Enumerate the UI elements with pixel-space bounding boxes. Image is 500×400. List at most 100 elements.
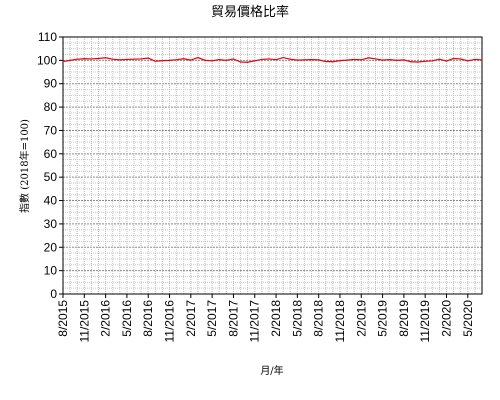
data-point [62, 60, 64, 63]
x-axis-ticks: 8/2015 11/2015 2/2016 5/2016 8/2016 11/2016 2/… [56, 294, 475, 343]
x-axis-title: 月/年 [260, 364, 283, 377]
data-point [183, 58, 185, 60]
data-point [467, 60, 469, 62]
data-point [289, 58, 291, 60]
y-tick-label: 110 [38, 30, 57, 44]
data-point [211, 60, 213, 62]
y-tick-label: 20 [44, 240, 58, 254]
data-point [389, 59, 391, 61]
data-point [353, 58, 355, 61]
data-point [481, 59, 483, 61]
data-point [452, 57, 455, 60]
x-tick-label: 5/2018 [290, 300, 304, 337]
x-tick-label: 5/2020 [461, 300, 475, 337]
data-point [403, 59, 405, 61]
y-axis-ticks: 0 10 20 30 40 50 60 70 80 90 100 110 [37, 30, 63, 301]
data-point [133, 58, 135, 60]
y-tick-label: 0 [50, 287, 57, 301]
x-tick-label: 2/2020 [439, 300, 453, 337]
data-point [318, 59, 320, 61]
data-point [204, 59, 206, 61]
data-point [140, 58, 142, 60]
data-point [325, 60, 327, 63]
y-axis-title: 指數 (2018年=100) [18, 119, 31, 213]
data-point [296, 59, 298, 61]
x-tick-label: 5/2017 [205, 300, 219, 337]
x-tick-label: 8/2018 [312, 300, 326, 337]
y-tick-label: 70 [44, 123, 58, 137]
data-point [97, 57, 100, 60]
data-point [332, 61, 334, 63]
data-point [112, 58, 114, 60]
y-tick-label: 80 [44, 100, 58, 114]
x-tick-label: 8/2017 [226, 300, 240, 337]
data-point [460, 58, 462, 60]
data-point [90, 58, 93, 60]
y-tick-label: 90 [44, 77, 58, 91]
y-tick-label: 100 [37, 53, 57, 67]
data-point [76, 58, 78, 60]
x-tick-label: 2/2019 [354, 300, 368, 337]
data-point [69, 59, 71, 61]
x-tick-label: 2/2016 [99, 300, 113, 337]
data-point [126, 58, 128, 61]
x-tick-label: 2/2017 [184, 300, 198, 337]
data-point [396, 59, 398, 61]
x-tick-label: 8/2019 [397, 300, 411, 337]
grid-lines [62, 36, 483, 295]
data-point [197, 56, 199, 59]
data-point [232, 58, 235, 60]
x-tick-label: 11/2019 [418, 300, 432, 343]
x-tick-label: 8/2015 [56, 300, 70, 337]
x-tick-label: 5/2016 [120, 300, 134, 337]
data-point [247, 61, 249, 63]
y-tick-label: 30 [44, 217, 58, 231]
data-point [282, 56, 284, 59]
data-point [310, 59, 313, 61]
x-tick-label: 11/2016 [163, 300, 177, 343]
data-point [154, 60, 156, 62]
data-point [367, 57, 369, 59]
data-point [268, 58, 270, 60]
data-point [346, 59, 348, 61]
chart-title: 貿易價格比率 [211, 4, 289, 20]
data-point [225, 59, 227, 61]
data-point [254, 60, 256, 62]
data-point [438, 58, 440, 60]
data-point [424, 60, 426, 62]
data-point [261, 58, 263, 61]
data-point [83, 58, 85, 60]
x-tick-label: 8/2016 [141, 300, 155, 337]
y-tick-label: 60 [44, 147, 58, 161]
series-group [62, 56, 483, 63]
x-tick-label: 11/2015 [77, 300, 91, 343]
x-tick-label: 11/2018 [333, 300, 347, 343]
data-point [119, 59, 121, 61]
data-point [147, 57, 149, 59]
y-tick-label: 10 [44, 264, 58, 278]
data-point [161, 59, 164, 62]
data-point [303, 59, 306, 61]
data-point [417, 61, 419, 63]
series-line [62, 56, 483, 63]
x-tick-label: 5/2019 [376, 300, 390, 337]
y-tick-label: 40 [44, 194, 58, 208]
data-point [218, 59, 220, 61]
plot-area-border [62, 36, 483, 295]
x-tick-label: 11/2017 [248, 300, 262, 343]
data-point [474, 58, 476, 61]
data-point [190, 59, 192, 61]
data-point [105, 57, 107, 59]
data-point [339, 59, 341, 62]
data-point [239, 61, 242, 63]
data-point [176, 59, 178, 61]
y-tick-label: 50 [44, 170, 58, 184]
data-point [168, 59, 171, 61]
data-point [431, 60, 433, 62]
data-point [445, 60, 448, 62]
data-point [410, 61, 412, 63]
data-point [275, 59, 277, 61]
data-point [374, 58, 377, 60]
data-point [360, 59, 362, 61]
